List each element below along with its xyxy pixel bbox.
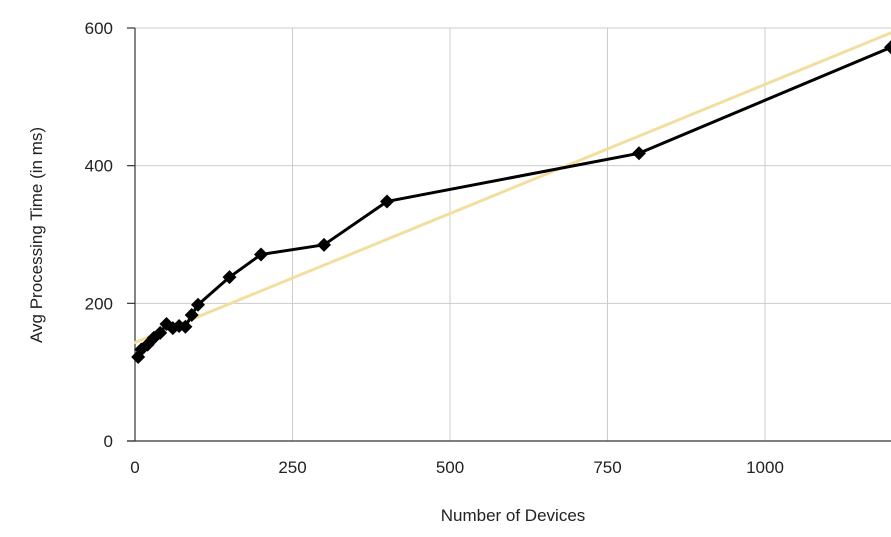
- trendline-line: [133, 31, 891, 345]
- data-point-marker: [884, 40, 891, 55]
- data-point-marker: [254, 247, 268, 262]
- x-axis-title: Number of Devices: [441, 506, 586, 525]
- series-line: [136, 45, 891, 358]
- data-point-marker: [191, 297, 205, 312]
- y-axis-title: Avg Processing Time (in ms): [27, 127, 46, 343]
- data-point-marker: [178, 319, 193, 334]
- x-tick-label: 0: [130, 458, 139, 477]
- x-tick-label: 750: [593, 458, 621, 477]
- y-tick-label: 600: [85, 19, 113, 38]
- y-tick-label: 0: [104, 432, 113, 451]
- tick-labels: 0 200 400 600 0 250 500 750 1000: [85, 19, 784, 477]
- axes: [127, 27, 891, 442]
- trendline: [133, 31, 891, 345]
- data-point-marker: [632, 146, 646, 161]
- data-point-marker: [380, 194, 394, 209]
- x-tick-label: 500: [436, 458, 464, 477]
- series: [131, 40, 891, 365]
- y-tick-label: 200: [85, 294, 113, 313]
- data-point-marker: [317, 237, 331, 252]
- data-point-marker: [184, 308, 199, 323]
- data-point-marker: [153, 325, 168, 340]
- y-tick-label: 400: [85, 157, 113, 176]
- data-point-marker: [222, 270, 237, 285]
- grid: [135, 27, 891, 441]
- x-tick-label: 1000: [746, 458, 784, 477]
- x-tick-label: 250: [278, 458, 306, 477]
